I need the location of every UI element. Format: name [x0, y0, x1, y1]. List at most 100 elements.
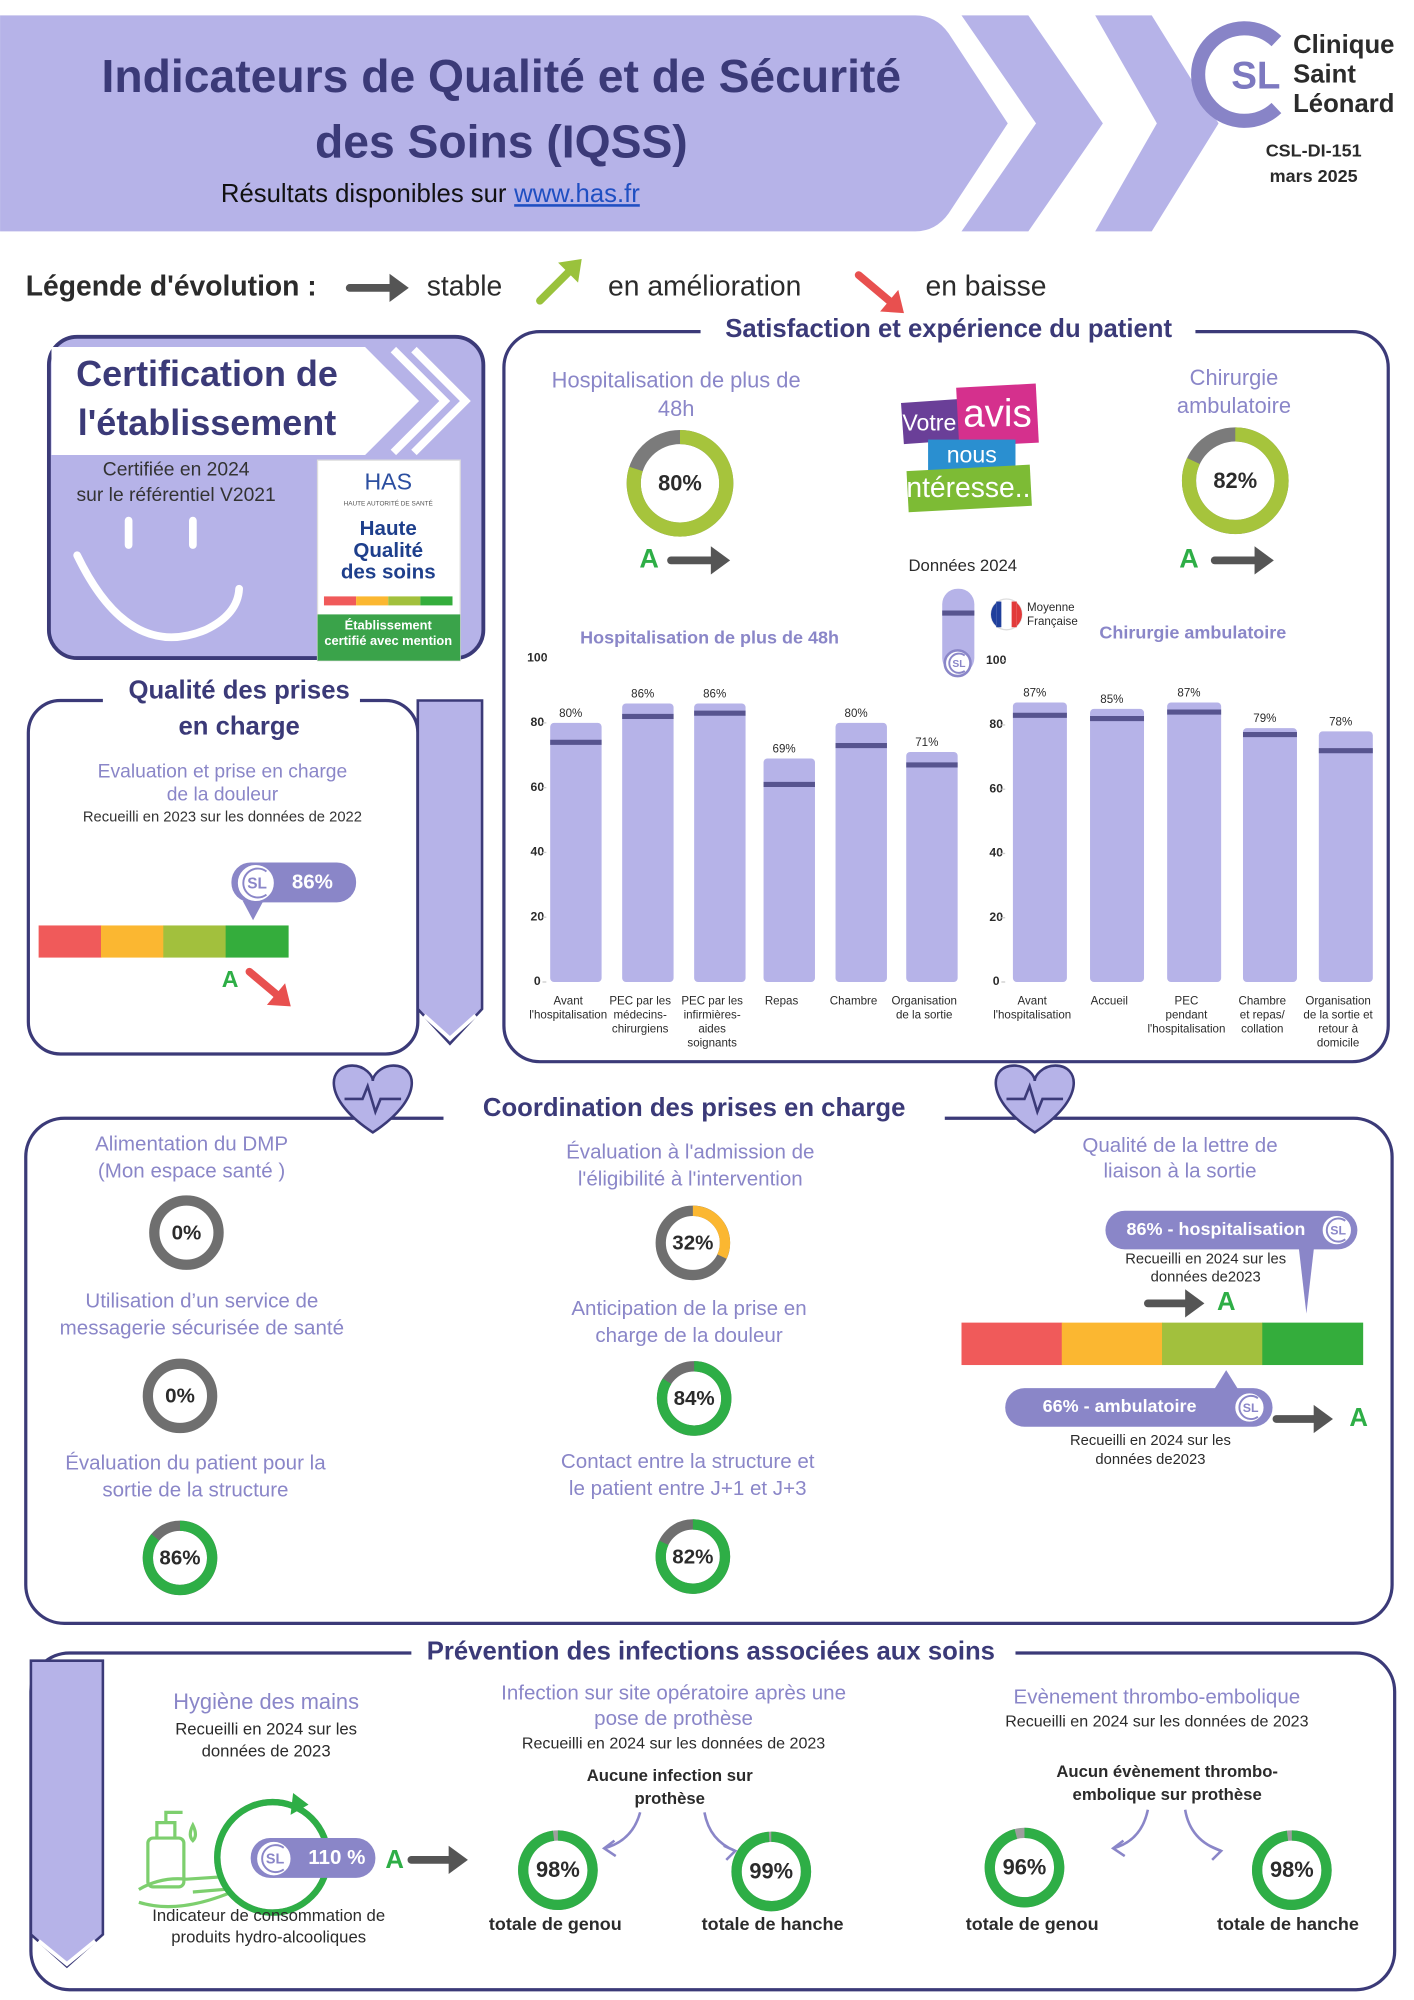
- bar: [550, 722, 602, 983]
- text: Résultats disponibles sur: [221, 180, 507, 208]
- text: mars 2025: [1270, 166, 1358, 186]
- avis-word: intéresse...: [900, 471, 1038, 503]
- has-badge-footer: [317, 614, 461, 661]
- badge-bar: [420, 596, 453, 606]
- title-backdrop: [443, 1089, 945, 1129]
- text: HAS: [364, 468, 412, 494]
- y-tick-label: 60: [989, 781, 1003, 795]
- x-tick-label: l'hospitalisation: [993, 1009, 1071, 1021]
- text: A: [385, 1846, 404, 1874]
- text: 48h: [658, 396, 694, 421]
- flag-red: [1016, 602, 1022, 626]
- ring-value: [142, 1520, 218, 1596]
- text: Anticipation de la prise en: [571, 1297, 806, 1320]
- text: Utilisation d’un service de: [85, 1289, 318, 1312]
- value-label: 85%: [1100, 694, 1123, 706]
- mini-logo-ring: [261, 1844, 285, 1874]
- text: 110 %: [308, 1846, 365, 1869]
- y-tick-label: 20: [989, 910, 1003, 924]
- y-tick-label: 80: [989, 717, 1003, 731]
- text: stable: [427, 269, 502, 301]
- trend-arrow: [667, 546, 731, 575]
- chevron: [422, 1013, 477, 1042]
- x-tick-label: et repas/: [1240, 1009, 1286, 1021]
- arrow-head: [389, 273, 409, 303]
- arrow-head: [1254, 546, 1274, 575]
- value-pointer: [1213, 1370, 1240, 1391]
- trend-arrow: [1210, 546, 1274, 575]
- value-label: 80%: [845, 708, 868, 720]
- avis-word: avis: [963, 393, 1032, 436]
- avis-block: [901, 399, 961, 445]
- text: Certification de: [76, 353, 338, 394]
- badge-bar: [323, 596, 357, 606]
- scale-segment: [163, 925, 227, 958]
- text: Chirurgie: [1190, 365, 1279, 390]
- value-pill: [1105, 1210, 1358, 1250]
- avis-word: Votre: [902, 409, 956, 435]
- text: Évaluation à l'admission de: [566, 1140, 814, 1163]
- curved-arrow: [603, 1811, 642, 1850]
- text: totale de genou: [489, 1914, 622, 1934]
- text: des Soins (IQSS): [315, 115, 688, 167]
- bar: [835, 722, 887, 983]
- x-tick-label: Avant: [1018, 995, 1048, 1007]
- text: Aucune infection sur: [587, 1766, 753, 1785]
- text: prothèse: [634, 1789, 704, 1808]
- text: Contact entre la structure et: [561, 1450, 815, 1473]
- arrow-head: [710, 546, 731, 575]
- x-tick-label: retour à: [1318, 1024, 1358, 1036]
- flag-blue: [996, 601, 1002, 628]
- text: Française: [1027, 616, 1078, 628]
- text: l'éligibilité à l'intervention: [578, 1167, 803, 1190]
- y-tick-label: 100: [527, 650, 548, 664]
- text: Qualité: [353, 539, 423, 562]
- value-label: 86%: [703, 688, 726, 700]
- scale-segment: [38, 925, 102, 958]
- ring-label: 32%: [672, 1232, 713, 1255]
- x-tick-label: Repas: [765, 995, 799, 1007]
- x-tick-label: l'hospitalisation: [1147, 1024, 1225, 1036]
- trend-arrow: [1144, 1289, 1205, 1318]
- text: Evaluation et prise en charge: [98, 762, 348, 783]
- x-tick-label: infirmières-: [684, 1009, 741, 1021]
- ring-label: 84%: [674, 1387, 715, 1410]
- text: totale de hanche: [702, 1914, 844, 1934]
- avis-word: nous: [947, 441, 997, 467]
- value-label: 87%: [1177, 687, 1200, 699]
- ring-label: 0%: [172, 1221, 202, 1244]
- value-label: 71%: [915, 737, 938, 749]
- text: HAUTE AUTORITÉ DE SANTÉ: [344, 499, 433, 508]
- ring-label: 82%: [672, 1545, 713, 1568]
- title-backdrop: [700, 312, 1196, 351]
- quality-banner: [416, 699, 484, 1046]
- x-tick-label: Chambre: [1239, 995, 1287, 1007]
- trend-arrow: [536, 258, 582, 305]
- ring-label: 99%: [749, 1859, 793, 1884]
- text: Satisfaction et expérience du patient: [725, 315, 1172, 343]
- text: des soins: [341, 561, 436, 584]
- text: Alimentation du DMP: [95, 1133, 288, 1156]
- curved-arrow: [1112, 1809, 1150, 1850]
- badge-bar: [356, 596, 389, 606]
- bar: [1167, 702, 1222, 983]
- heart-icon: [332, 1064, 414, 1134]
- trend-arrow: [345, 273, 409, 303]
- scale-segment: [225, 925, 289, 958]
- text: Recueilli en 2024 sur les données de 202…: [1005, 1713, 1308, 1731]
- arrow-head: [1110, 1839, 1126, 1858]
- mini-logo-text: SL: [1330, 1224, 1346, 1238]
- x-tick-label: pendant: [1166, 1009, 1209, 1021]
- x-tick-label: de la sortie et: [1303, 1009, 1373, 1021]
- text: Aucun évènement thrombo-: [1056, 1762, 1278, 1781]
- value-pointer: [242, 901, 264, 921]
- text: produits hydro-alcooliques: [171, 1928, 366, 1947]
- chevron: [961, 15, 1103, 232]
- x-tick-label: Organisation: [1305, 995, 1370, 1007]
- avis-block: [906, 464, 1032, 513]
- mini-logo-ring: [1238, 1394, 1259, 1420]
- bar: [622, 703, 674, 983]
- text: Hygiène des mains: [173, 1689, 359, 1714]
- y-tick-label: 60: [531, 780, 545, 794]
